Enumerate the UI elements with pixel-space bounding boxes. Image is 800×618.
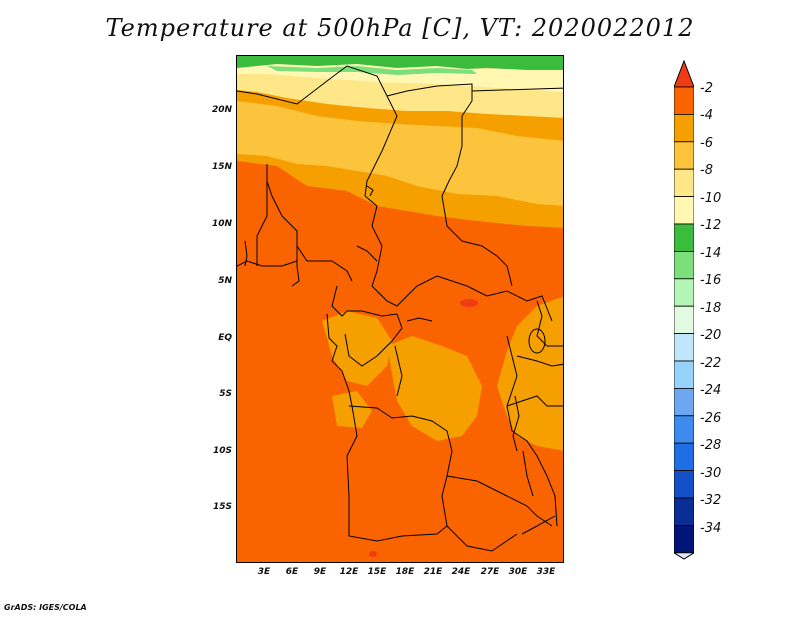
lat-label-5s: 5S [219,389,232,399]
colorbar [674,60,694,560]
field-warm-patch-2 [297,191,382,261]
lat-label-eq: EQ [218,333,232,343]
colorbar-label-m28: -28 [700,438,722,453]
field-hot-spot-1 [460,299,478,307]
lat-label-20n: 20N [211,105,232,115]
lat-label-10s: 10S [212,446,232,456]
lat-label-15n: 15N [211,162,232,172]
colorbar-cell [674,168,694,197]
lon-label-9e: 9E [313,567,327,577]
colorbar-cell [674,196,694,225]
lat-label-5n: 5N [218,276,232,286]
country-boundaries [237,65,563,552]
colorbar-cell [674,415,694,444]
temperature-field-map [237,56,563,562]
lat-label-10n: 10N [211,219,232,229]
colorbar-cell [674,250,694,280]
field-mid-blob-3 [332,391,372,428]
colorbar-cell [674,387,694,417]
lat-label-15s: 15S [212,502,232,512]
colorbar-label-m26: -26 [700,411,722,426]
colorbar-cell [674,442,694,472]
chart-title: Temperature at 500hPa [C], VT: 202002201… [105,14,695,42]
colorbar-cell [674,497,694,526]
lon-label-21e: 21E [423,567,443,577]
lon-label-3e: 3E [257,567,271,577]
field-mid-blob-2 [387,336,482,441]
lon-label-12e: 12E [339,567,359,577]
colorbar-cell [674,333,694,362]
colorbar-cell [674,86,694,115]
colorbar-cell [674,305,694,334]
colorbar-label-m16: -16 [700,273,722,288]
colorbar-cell [674,223,694,252]
lakes [366,185,546,497]
colorbar-cell [674,470,694,499]
colorbar-label-m10: -10 [700,191,722,206]
colorbar-label-m30: -30 [700,466,722,481]
field-hot-spot-2 [369,551,377,557]
colorbar-cell [674,360,694,389]
field-green-band [237,56,563,70]
colorbar-cell [674,278,694,307]
lon-label-30e: 30E [508,567,528,577]
grads-credit: GrADS: IGES/COLA [4,603,87,612]
colorbar-cell [674,524,694,554]
field-green-light-band [267,66,477,75]
lon-label-33e: 33E [536,567,556,577]
colorbar-label-m20: -20 [700,328,722,343]
colorbar-label-m22: -22 [700,356,722,371]
lon-label-24e: 24E [451,567,471,577]
field-light-band [237,101,563,206]
map-panel [236,55,564,563]
colorbar-label-m12: -12 [700,218,722,233]
field-mid-blob-1 [322,311,392,386]
lon-label-6e: 6E [285,567,299,577]
colorbar-label-m8: -8 [700,163,713,178]
colorbar-cell [674,141,694,170]
colorbar-label-m4: -4 [700,108,713,123]
lon-label-15e: 15E [367,567,387,577]
colorbar-label-m2: -2 [700,81,713,96]
colorbar-cell [674,114,694,143]
colorbar-label-m32: -32 [700,493,722,508]
colorbar-cells [674,60,694,560]
colorbar-label-m24: -24 [700,383,722,398]
colorbar-label-m14: -14 [700,246,722,261]
colorbar-top-triangle [674,60,694,88]
lon-label-18e: 18E [395,567,415,577]
colorbar-label-m18: -18 [700,301,722,316]
colorbar-label-m34: -34 [700,521,722,536]
lon-label-27e: 27E [480,567,500,577]
colorbar-bottom-triangle [674,552,694,560]
colorbar-label-m6: -6 [700,136,713,151]
